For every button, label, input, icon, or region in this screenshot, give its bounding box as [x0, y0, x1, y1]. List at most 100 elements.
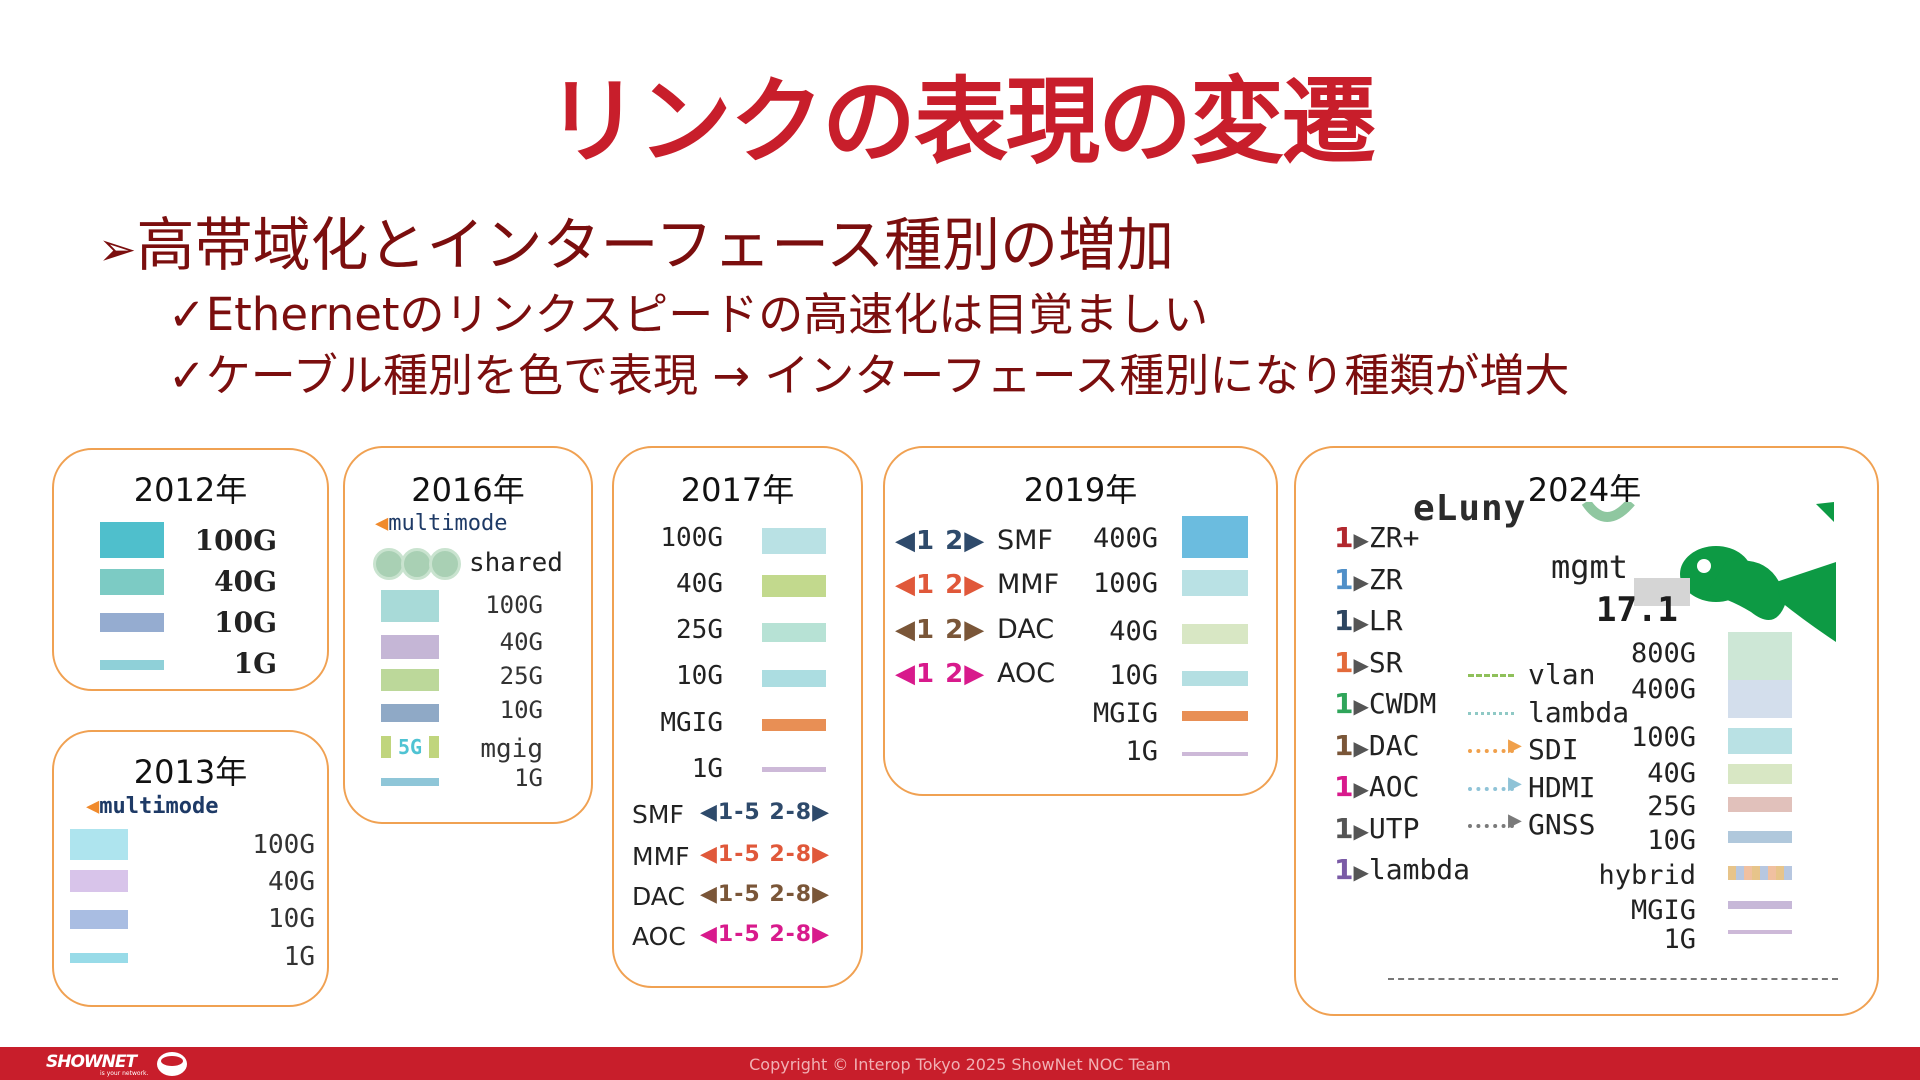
optic-item: 1▶AOC: [1334, 770, 1419, 803]
year-label: 2017年: [680, 471, 795, 509]
arrow-right-icon: ▶: [1353, 611, 1369, 635]
port-tag-mmf: ◀1-5 2-8▶: [700, 842, 830, 867]
elk-text: eLuny: [1413, 488, 1527, 529]
arrow-right-icon: ▶: [1353, 694, 1369, 718]
sub-bullet-2-text: ケーブル種別を色で表現 → インターフェース種別になり種類が増大: [205, 349, 1570, 402]
arrow-right-icon: ▶: [1353, 818, 1369, 843]
multimode-legend: ◀multimode: [86, 794, 218, 819]
swatch-25g: [381, 669, 439, 691]
speed-label: MGIG: [1092, 698, 1158, 729]
swatch-1g: [70, 953, 128, 963]
speed-label: 10G: [499, 696, 543, 724]
check-mark: ✓: [168, 349, 206, 402]
arrow-right-icon: ▶: [1353, 528, 1369, 552]
arrow-right-icon: ▶: [1353, 860, 1369, 884]
sub-bullet-2: ✓ケーブル種別を色で表現 → インターフェース種別になり種類が増大: [168, 348, 1569, 404]
line-sample: [1468, 749, 1514, 753]
cable-label: MMF: [997, 569, 1060, 600]
main-bullet-text: 高帯域化とインターフェース種別の増加: [136, 211, 1175, 279]
port-tag-smf: ◀1-5 2-8▶: [700, 800, 830, 825]
swatch-1g: [1182, 752, 1248, 756]
swatch-10g: [1182, 671, 1248, 686]
cable-label: SMF: [632, 800, 684, 829]
line-style-label: vlan: [1528, 658, 1596, 691]
arrow-right-icon: ▶: [1353, 652, 1369, 677]
arrow-right-icon: ▶: [1508, 810, 1522, 831]
speed-swatch: [1728, 728, 1792, 754]
line-style-label: GNSS: [1528, 808, 1596, 841]
year-label: 2016年: [411, 471, 525, 509]
swatch-25g: [762, 623, 826, 642]
optic-item: 1▶SR: [1334, 646, 1403, 679]
speed-swatch: [1728, 797, 1792, 812]
swatch-100g: [70, 829, 128, 860]
swatch-40g: [1182, 624, 1248, 644]
port-tag-smf: ◀1 2▶: [895, 526, 986, 556]
swatch-mgig: [1182, 711, 1248, 721]
cable-label: MMF: [632, 842, 690, 871]
shownet-logo: SHOWNET is your network.: [46, 1050, 196, 1078]
year-label: 2019年: [1023, 471, 1138, 509]
speed-swatch: [1728, 866, 1792, 880]
speed-label: 40G: [1647, 758, 1696, 789]
swatch-1g: [381, 778, 439, 786]
arrow-right-icon: ▶: [1508, 735, 1522, 756]
port-number: 1: [1334, 521, 1354, 554]
year-label: 2013年: [133, 753, 248, 791]
copyright: Copyright © Interop Tokyo 2025 ShowNet N…: [749, 1055, 1171, 1074]
year-label: 2012年: [133, 471, 248, 509]
speed-label: mgig: [480, 734, 543, 764]
speed-label: 40G: [268, 867, 315, 897]
panel-2012: 2012年 100G 40G 10G 1G: [52, 448, 329, 691]
optic-label: DAC: [1368, 728, 1420, 762]
speed-label: 40G: [1109, 616, 1158, 647]
panel-2016: 2016年 ◀multimode shared 100G 40G 25G 10G…: [343, 446, 593, 824]
arrow-left-icon: ◀: [86, 794, 100, 819]
check-mark: ✓: [168, 288, 206, 341]
main-bullet: ➢高帯域化とインターフェース種別の増加: [98, 210, 1174, 284]
swatch-10g: [100, 613, 164, 632]
line-style-label: lambda: [1528, 695, 1630, 729]
speed-label: 100G: [1630, 722, 1696, 753]
dashed-line: [1388, 978, 1838, 980]
optic-label: LR: [1368, 604, 1403, 637]
panel-2017: 2017年 100G 40G 25G 10G MGIG 1G SMF ◀1-5 …: [612, 446, 863, 988]
optic-label: SR: [1368, 645, 1403, 679]
optic-label: CWDM: [1368, 687, 1437, 720]
year-label: 2024年: [1527, 471, 1642, 509]
speed-label: 100G: [252, 830, 315, 860]
optic-label: AOC: [1368, 770, 1420, 803]
optic-label: ZR: [1368, 562, 1403, 596]
shared-label: shared: [469, 548, 563, 578]
speed-label: 100G: [194, 524, 277, 557]
swatch-100g: [381, 590, 439, 622]
swatch-100g: [762, 528, 826, 554]
multimode-label: multimode: [388, 511, 508, 536]
line-sample: [1468, 711, 1514, 715]
cable-label: DAC: [997, 614, 1055, 645]
speed-swatch: [1728, 680, 1792, 718]
arrow-right-icon: ▶: [1353, 569, 1369, 594]
swatch-40g: [70, 870, 128, 892]
shared-circles-icon: [373, 548, 463, 580]
optic-item: 1▶lambda: [1334, 853, 1470, 886]
speed-label: 10G: [214, 606, 277, 639]
speed-swatch: [1728, 632, 1792, 680]
line-style-label: HDMI: [1528, 770, 1596, 804]
logo-text: SHOWNET: [46, 1052, 137, 1072]
arrow-left-icon: ◀: [375, 511, 389, 536]
speed-label: 25G: [499, 662, 543, 690]
optic-item: 1▶ZR: [1334, 563, 1403, 596]
port-tag-dac: ◀1-5 2-8▶: [700, 882, 830, 907]
cable-label: AOC: [997, 658, 1056, 689]
speed-label: 40G: [214, 565, 277, 598]
swatch-40g: [381, 635, 439, 659]
speed-label: 10G: [676, 661, 723, 691]
speed-label: 25G: [676, 615, 723, 645]
optic-item: 1▶ZR+: [1334, 521, 1419, 554]
sub-bullet-1-text: Ethernetのリンクスピードの高速化は目覚ましい: [205, 288, 1209, 341]
logo-subtext: is your network.: [100, 1070, 149, 1077]
swatch-1g: [100, 660, 164, 670]
speed-label: 10G: [1109, 660, 1158, 691]
